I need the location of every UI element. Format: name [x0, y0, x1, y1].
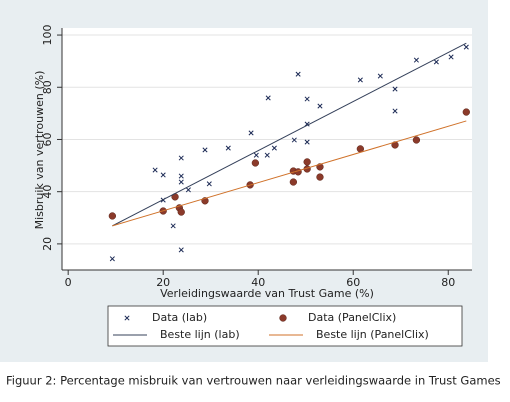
y-tick-label: 60 [41, 132, 54, 146]
data-point [392, 108, 398, 114]
data-point [304, 139, 310, 145]
legend-box [107, 305, 463, 347]
data-point [303, 158, 311, 166]
data-point [206, 181, 212, 187]
data-point [225, 145, 231, 151]
x-tick-label: 20 [156, 276, 170, 289]
data-point [178, 173, 184, 179]
x-axis-title: Verleidingswaarde van Trust Game (%) [160, 287, 374, 300]
data-point [317, 103, 323, 109]
y-tick-label: 40 [41, 185, 54, 199]
plot-area [62, 28, 472, 270]
fit-line [112, 120, 467, 227]
data-point [412, 136, 421, 144]
data-point [109, 256, 115, 262]
data-point [463, 44, 469, 50]
data-point [304, 96, 310, 102]
data-point [251, 159, 260, 167]
data-point [448, 54, 454, 60]
data-point [178, 155, 184, 161]
x-tick-label: 0 [65, 276, 72, 289]
x-tick-label: 40 [251, 276, 265, 289]
data-point [295, 71, 301, 77]
y-tick-label: 100 [41, 25, 54, 46]
data-point [170, 223, 176, 229]
data-point [413, 57, 419, 63]
data-point [357, 77, 363, 83]
legend-label: Beste lijn (PanelClix) [316, 328, 429, 341]
data-point [160, 172, 166, 178]
data-point [248, 130, 254, 136]
data-point [177, 208, 185, 216]
data-point [291, 137, 297, 143]
data-point [152, 167, 158, 173]
legend-swatch [124, 315, 130, 321]
data-point [462, 108, 470, 116]
data-point [377, 73, 383, 79]
x-tick-label: 60 [346, 276, 360, 289]
legend-label: Beste lijn (lab) [160, 328, 240, 341]
data-point [271, 145, 277, 151]
data-point [433, 59, 439, 65]
caption: Figuur 2: Percentage misbruik van vertro… [6, 374, 501, 388]
data-point [392, 86, 398, 92]
data-point [265, 95, 271, 101]
data-point [178, 247, 184, 253]
y-tick-label: 20 [41, 237, 54, 251]
legend-label: Data (PanelClix) [308, 311, 396, 324]
legend-label: Data (lab) [152, 311, 207, 324]
data-point [178, 179, 184, 185]
y-tick-label: 80 [41, 80, 54, 94]
fit-line [112, 42, 467, 227]
data-point [253, 152, 259, 158]
legend-swatch [279, 314, 287, 322]
x-tick-label: 80 [441, 276, 455, 289]
data-point [264, 152, 270, 158]
data-point [289, 178, 298, 186]
data-point [202, 147, 208, 153]
y-axis-title: Misbruik van vertrouwen (%) [33, 71, 46, 230]
data-point [185, 187, 191, 193]
data-point [316, 173, 324, 181]
data-point [108, 212, 117, 220]
